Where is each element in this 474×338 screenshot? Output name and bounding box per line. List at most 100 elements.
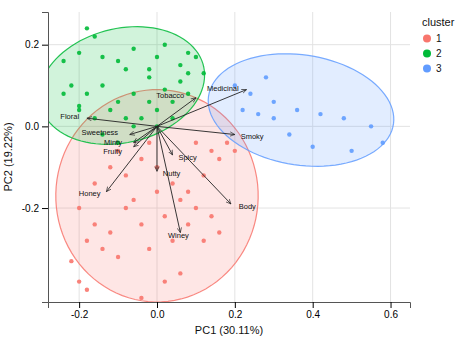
series-points	[69, 141, 237, 301]
series-points	[61, 26, 206, 145]
point	[209, 149, 213, 153]
point	[178, 79, 182, 83]
legend-swatch	[423, 35, 431, 43]
legend-label: 3	[436, 63, 442, 74]
point	[116, 255, 120, 259]
x-tick-label: 0.0	[151, 309, 165, 320]
point	[349, 149, 353, 153]
legend-swatch	[423, 50, 431, 58]
point	[155, 108, 159, 112]
legend-label: 2	[436, 48, 442, 59]
y-tick-mark	[42, 126, 48, 127]
point	[186, 51, 190, 55]
point	[147, 75, 151, 79]
point	[100, 247, 104, 251]
point	[287, 132, 291, 136]
point	[124, 173, 128, 177]
point	[69, 83, 73, 87]
loading-label: Minty	[104, 138, 122, 147]
point	[147, 141, 151, 145]
point	[163, 42, 167, 46]
loading-labels: FloralSweetnessMintyFruityTobaccoSpicyNu…	[60, 84, 263, 240]
point	[93, 34, 97, 38]
loading-arrow	[157, 126, 235, 134]
point	[264, 75, 268, 79]
point	[116, 100, 120, 104]
point	[85, 239, 89, 243]
point	[100, 55, 104, 59]
legend: cluster123	[422, 16, 455, 74]
point	[69, 259, 73, 263]
loading-label: Spicy	[178, 153, 197, 162]
x-tick: 0.6	[384, 302, 398, 320]
grid-line-x	[390, 12, 391, 302]
x-tick-mark	[313, 302, 314, 308]
loading-arrow	[87, 118, 157, 126]
point	[194, 55, 198, 59]
cluster-ellipse	[208, 54, 394, 167]
x-tick-label: 0.2	[228, 309, 242, 320]
point	[194, 141, 198, 145]
loading-label: Tobacco	[156, 91, 184, 100]
plot-area	[48, 26, 394, 302]
point	[124, 67, 128, 71]
point	[116, 59, 120, 63]
point	[147, 247, 151, 251]
point	[108, 230, 112, 234]
y-axis: -0.20.00.2	[22, 13, 49, 303]
point	[272, 116, 276, 120]
loading-arrow	[157, 126, 231, 204]
chart: FloralSweetnessMintyFruityTobaccoSpicyNu…	[0, 0, 474, 338]
legend-label: 1	[436, 33, 442, 44]
loading-label: Fruity	[103, 147, 122, 156]
grid	[48, 12, 410, 302]
point	[295, 108, 299, 112]
point	[77, 206, 81, 210]
x-tick: 0.0	[151, 302, 165, 320]
point	[108, 165, 112, 169]
x-tick-mark	[79, 302, 80, 308]
point	[61, 59, 65, 63]
point	[225, 141, 229, 145]
point	[248, 91, 252, 95]
point	[147, 67, 151, 71]
series-points	[233, 75, 385, 153]
point	[186, 91, 190, 95]
loadings	[87, 90, 247, 233]
point	[155, 55, 159, 59]
loading-arrow	[157, 126, 180, 232]
point	[201, 239, 205, 243]
point	[124, 116, 128, 120]
point	[147, 100, 151, 104]
point	[124, 206, 128, 210]
x-axis: -0.2 0.0 0.2 0.4 0.6	[49, 302, 411, 320]
y-tick-label: 0.0	[25, 121, 39, 132]
x-tick: 0.4	[306, 302, 320, 320]
point	[217, 157, 221, 161]
point	[186, 222, 190, 226]
point	[131, 47, 135, 51]
cluster-ellipse	[48, 27, 205, 145]
point	[318, 112, 322, 116]
legend-swatch	[423, 65, 431, 73]
y-tick: 0.0	[25, 121, 48, 132]
point	[170, 181, 174, 185]
point	[77, 104, 81, 108]
x-tick-mark	[391, 302, 392, 308]
point	[256, 112, 260, 116]
x-tick-mark	[157, 302, 158, 308]
point	[139, 116, 143, 120]
y-tick-mark	[42, 45, 48, 46]
point	[93, 181, 97, 185]
point	[155, 190, 159, 194]
x-axis-line	[49, 303, 411, 309]
point	[194, 206, 198, 210]
point	[233, 149, 237, 153]
point	[310, 145, 314, 149]
x-tick-label: -0.2	[71, 309, 89, 320]
point	[139, 157, 143, 161]
y-tick: 0.2	[25, 39, 48, 50]
point	[131, 91, 135, 95]
point	[85, 91, 89, 95]
point	[61, 91, 65, 95]
